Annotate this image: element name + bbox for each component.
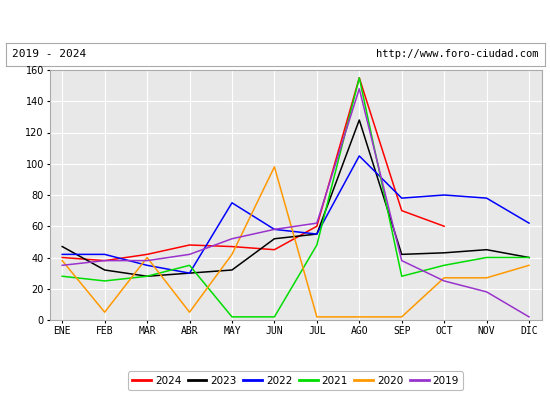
- Text: http://www.foro-ciudad.com: http://www.foro-ciudad.com: [376, 49, 538, 59]
- Text: 2019 - 2024: 2019 - 2024: [12, 49, 86, 59]
- Text: Evolucion Nº Turistas Extranjeros en el municipio de Benuza: Evolucion Nº Turistas Extranjeros en el …: [39, 14, 511, 28]
- Legend: 2024, 2023, 2022, 2021, 2020, 2019: 2024, 2023, 2022, 2021, 2020, 2019: [128, 372, 463, 390]
